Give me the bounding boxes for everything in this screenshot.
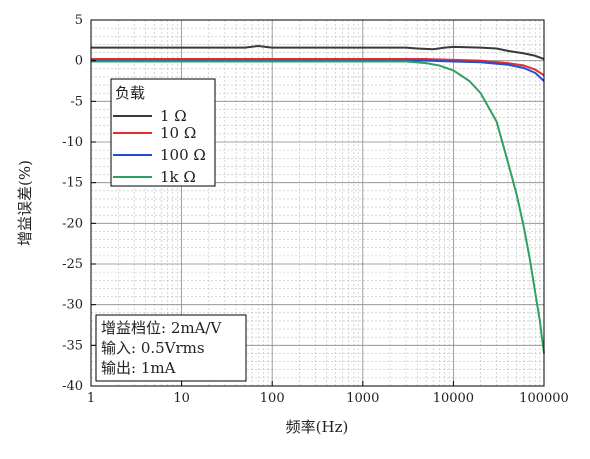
series-line-0: [91, 45, 545, 60]
x-tick-label: 1000: [346, 391, 379, 406]
series-line-1: [91, 58, 545, 77]
y-tick-label: -5: [70, 94, 83, 109]
y-axis-title: 增益误差(%): [16, 160, 34, 246]
annotation-input: 输入: 0.5Vrms: [101, 339, 205, 357]
annotation-box: 增益档位: 2mA/V 输入: 0.5Vrms 输出: 1mA: [95, 314, 247, 382]
tick-labels: 1 10 100 1000 10000 100000 5 0 -5 -10 -15 -20 -25 -30…: [62, 13, 569, 406]
annotation-gain-range: 增益档位: 2mA/V: [101, 319, 222, 337]
annotation-output: 输出: 1mA: [101, 359, 176, 377]
legend-title: 负载: [115, 84, 145, 102]
plot-frame: [90, 19, 545, 387]
y-tick-label: -40: [62, 379, 83, 394]
y-tick-label: -10: [62, 135, 83, 150]
y-tick-label: -15: [62, 176, 83, 191]
legend: 负载 1 Ω 10 Ω 100 Ω 1k Ω: [110, 78, 216, 187]
legend-label-1ohm: 1 Ω: [160, 107, 187, 125]
legend-label-100ohm: 100 Ω: [160, 146, 206, 164]
legend-label-1kohm: 1k Ω: [160, 168, 196, 186]
y-tick-label: -20: [62, 216, 83, 231]
annotation-frame: [95, 314, 247, 382]
legend-label-10ohm: 10 Ω: [160, 124, 196, 142]
x-tick-label: 10000: [433, 391, 474, 406]
x-tick-label: 100: [260, 391, 285, 406]
x-axis-title: 频率(Hz): [286, 418, 349, 436]
x-tick-label: 10: [173, 391, 190, 406]
x-tick-label: 100000: [519, 391, 569, 406]
y-tick-label: -25: [62, 257, 83, 272]
x-tick-label: 1: [87, 391, 95, 406]
series-line-3: [91, 60, 545, 354]
y-tick-label: -35: [62, 338, 83, 353]
y-tick-label: 0: [75, 54, 83, 69]
y-tick-label: -30: [62, 298, 83, 313]
series-lines: [91, 45, 545, 354]
y-tick-label: 5: [75, 13, 83, 28]
